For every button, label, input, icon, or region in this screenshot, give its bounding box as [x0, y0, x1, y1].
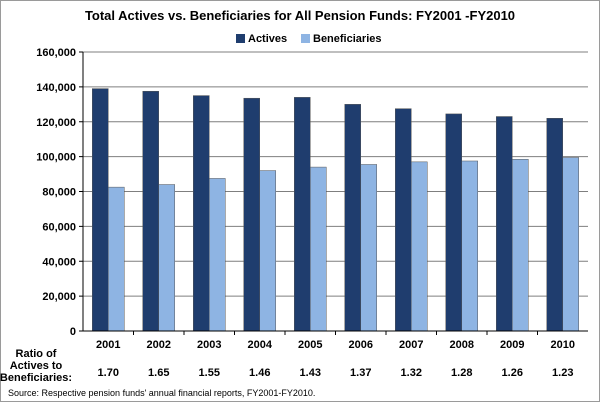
- x-tick-label: 2002: [147, 339, 171, 351]
- bar-beneficiaries-2010: [562, 157, 579, 332]
- ratio-value: 1.65: [148, 367, 169, 379]
- legend: Actives Beneficiaries: [236, 33, 381, 45]
- chart-title: Total Actives vs. Beneficiaries for All …: [85, 8, 515, 23]
- legend-swatch-actives: [236, 34, 245, 43]
- y-tick-label: 160,000: [36, 47, 76, 59]
- bar-actives-2001: [92, 88, 109, 332]
- y-tick-label: 140,000: [36, 82, 76, 94]
- ratio-label-line-1: Ratio of: [16, 348, 57, 360]
- x-tick-label: 2003: [197, 339, 221, 351]
- legend-label-actives: Actives: [248, 33, 287, 45]
- ratio-value: 1.37: [350, 367, 371, 379]
- bar-beneficiaries-2002: [158, 184, 175, 332]
- ratio-label-line-3: Beneficiaries:: [0, 372, 72, 384]
- x-tick-label: 2004: [248, 339, 273, 351]
- x-tick-label: 2010: [551, 339, 575, 351]
- bar-actives-2008: [445, 113, 462, 332]
- ratio-value: 1.70: [98, 367, 119, 379]
- ratio-label: Ratio of Actives to Beneficiaries:: [0, 348, 72, 384]
- ratio-value: 1.26: [502, 367, 523, 379]
- y-tick-label: 40,000: [42, 256, 76, 268]
- y-axis-ticks: 0 20,000 40,000 60,000 80,000 100,000 120,000 1…: [36, 47, 83, 338]
- bar-actives-2010: [546, 118, 563, 332]
- x-tick-label: 2001: [96, 339, 120, 351]
- ratio-label-line-2: Actives to: [10, 360, 63, 372]
- x-tick-label: 2006: [349, 339, 373, 351]
- legend-swatch-beneficiaries: [301, 34, 310, 43]
- ratio-value: 1.28: [451, 367, 472, 379]
- ratio-value: 1.55: [199, 367, 220, 379]
- ratio-value: 1.32: [401, 367, 422, 379]
- y-tick-label: 100,000: [36, 152, 76, 164]
- bar-beneficiaries-2006: [360, 164, 377, 332]
- y-tick-label: 20,000: [42, 291, 76, 303]
- bar-beneficiaries-2009: [512, 158, 529, 332]
- bar-beneficiaries-2004: [259, 170, 276, 332]
- x-tick-label: 2007: [399, 339, 423, 351]
- x-axis-ticks: 2001 2002 2003 2004 2005 2006 2007 2008 2009 2010: [96, 331, 575, 351]
- ratio-values: 1.70 1.65 1.55 1.46 1.43 1.37 1.32 1.28 1.26 1.23: [98, 367, 574, 379]
- y-tick-label: 60,000: [42, 221, 76, 233]
- bar-beneficiaries-2008: [461, 160, 478, 332]
- bar-beneficiaries-2001: [108, 186, 125, 332]
- y-tick-label: 80,000: [42, 187, 76, 199]
- bar-actives-2005: [294, 97, 311, 332]
- ratio-value: 1.23: [552, 367, 573, 379]
- bar-actives-2006: [344, 104, 361, 332]
- bar-beneficiaries-2007: [411, 161, 428, 332]
- x-tick-label: 2009: [500, 339, 524, 351]
- x-tick-label: 2008: [450, 339, 474, 351]
- y-tick-label: 0: [70, 326, 76, 338]
- y-tick-label: 120,000: [36, 117, 76, 129]
- bar-actives-2009: [496, 116, 513, 332]
- bars: [92, 88, 579, 332]
- bar-actives-2003: [193, 95, 210, 332]
- x-tick-label: 2005: [298, 339, 322, 351]
- bar-actives-2002: [142, 90, 159, 332]
- ratio-value: 1.46: [249, 367, 270, 379]
- ratio-value: 1.43: [300, 367, 321, 379]
- legend-label-beneficiaries: Beneficiaries: [313, 33, 381, 45]
- source-note: Source: Respective pension funds' annual…: [8, 388, 315, 398]
- bar-actives-2007: [395, 108, 412, 332]
- bar-actives-2004: [243, 97, 260, 332]
- bar-beneficiaries-2003: [209, 178, 226, 332]
- bar-beneficiaries-2005: [310, 166, 327, 332]
